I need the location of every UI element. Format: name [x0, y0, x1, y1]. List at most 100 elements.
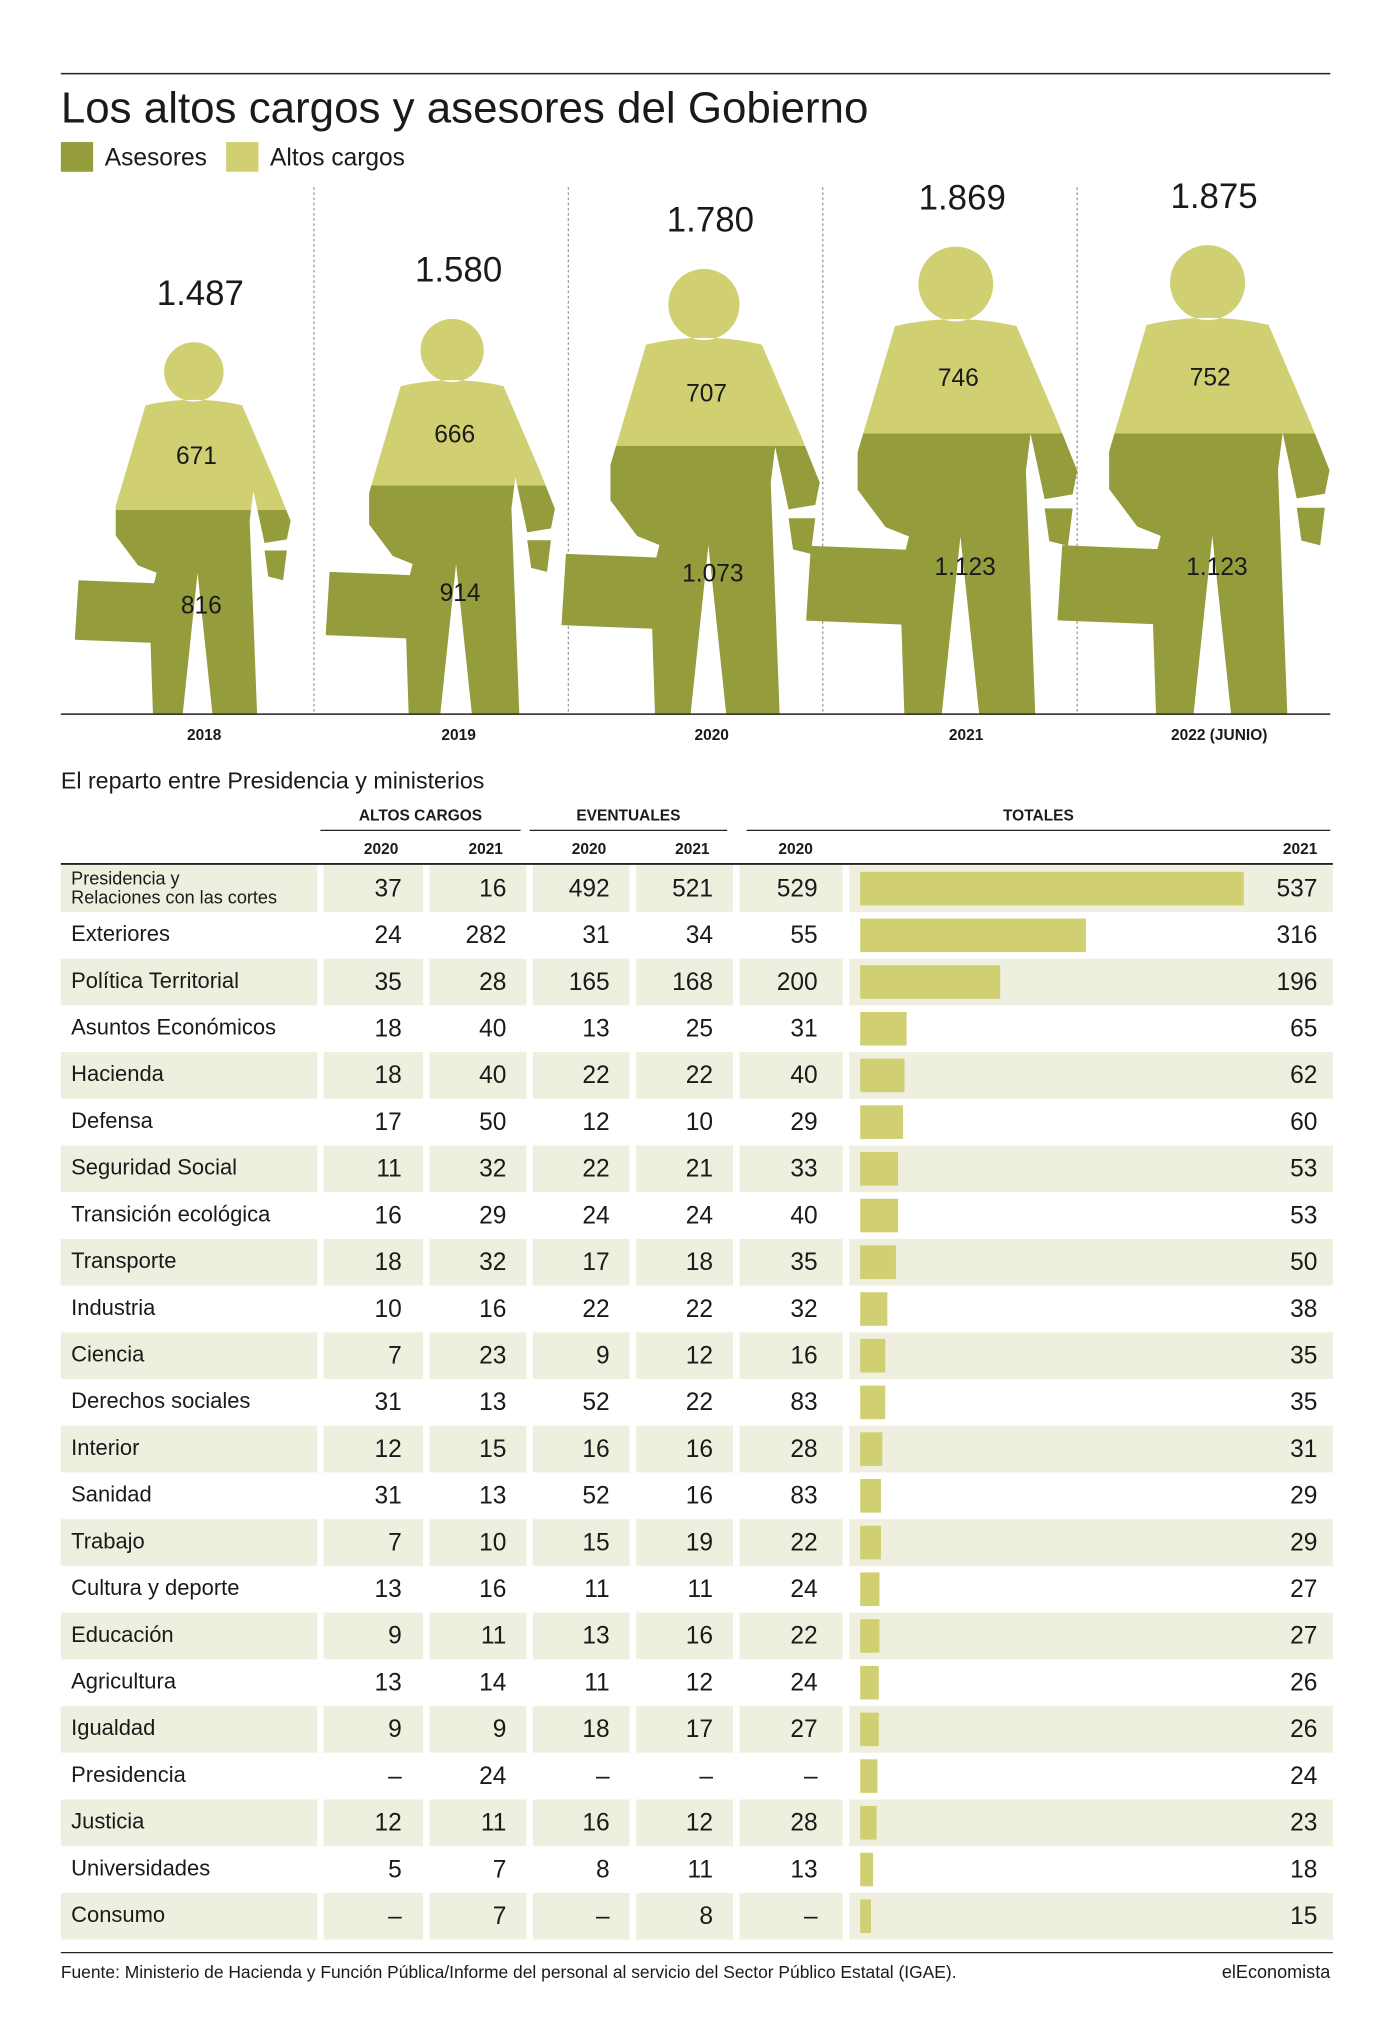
cell-value: 23	[1290, 1810, 1317, 1837]
cell-value: 18	[582, 1716, 609, 1743]
cell-value: 13	[374, 1576, 401, 1603]
cell-value: 10	[686, 1109, 713, 1136]
cell-value: 24	[582, 1202, 609, 1229]
row-shade	[60, 1052, 1333, 1099]
cell-value: 11	[584, 1669, 609, 1696]
cell-value: –	[804, 1763, 818, 1790]
cell-value: 22	[790, 1529, 817, 1556]
cell-value: 13	[479, 1483, 506, 1510]
row-label: Sanidad	[71, 1482, 152, 1507]
cell-value: –	[388, 1903, 402, 1930]
cell-value: 16	[686, 1436, 713, 1463]
cell-value: 16	[686, 1623, 713, 1650]
row-shade	[60, 1612, 1333, 1660]
altos-cargos-segment	[561, 268, 820, 446]
total-bar	[860, 1432, 883, 1466]
total-label: 1.869	[919, 178, 1006, 217]
row-label: Educación	[71, 1622, 173, 1647]
cell-value: 16	[479, 875, 506, 902]
altos-cargos-label: 707	[686, 381, 727, 408]
cell-value: 40	[479, 1062, 506, 1089]
total-label: 1.487	[157, 274, 244, 313]
cell-value: 24	[790, 1669, 817, 1696]
cell-value: 11	[584, 1576, 609, 1603]
altos-cargos-segment	[74, 342, 291, 511]
altos-cargos-segment	[806, 246, 1078, 434]
cell-value: 24	[790, 1576, 817, 1603]
cell-value: 35	[790, 1249, 817, 1276]
cell-value: 9	[493, 1716, 507, 1743]
cell-value: 65	[1290, 1016, 1317, 1043]
total-bar	[860, 1292, 888, 1326]
cell-value: 26	[1290, 1716, 1317, 1743]
column-header: 2021	[675, 841, 710, 858]
row-label: Ciencia	[71, 1341, 145, 1366]
cell-value: 29	[479, 1202, 506, 1229]
legend-label: Asesores	[105, 144, 207, 171]
cell-value: 22	[686, 1389, 713, 1416]
year-label: 2022 (JUNIO)	[1171, 727, 1267, 744]
cell-value: 23	[479, 1342, 506, 1369]
cell-value: 32	[790, 1296, 817, 1323]
cell-value: 7	[388, 1529, 402, 1556]
total-bar	[860, 1011, 907, 1046]
cell-value: 12	[374, 1436, 401, 1463]
cell-value: 15	[1290, 1903, 1317, 1930]
group-header: ALTOS CARGOS	[359, 807, 482, 824]
cell-value: 32	[479, 1249, 506, 1276]
total-bar	[860, 1665, 879, 1700]
cell-value: 13	[479, 1389, 506, 1416]
altos-cargos-segment	[1057, 245, 1330, 434]
row-label: Justicia	[71, 1809, 145, 1834]
row-shade	[60, 1892, 1333, 1940]
cell-value: 24	[479, 1763, 506, 1790]
source: Fuente: Ministerio de Hacienda y Función…	[61, 1962, 957, 1982]
cell-value: 31	[790, 1016, 817, 1043]
cell-value: 16	[582, 1436, 609, 1463]
cell-value: 22	[686, 1062, 713, 1089]
asesores-label: 1.073	[682, 560, 743, 587]
cell-value: 18	[1290, 1856, 1317, 1883]
cell-value: 32	[479, 1156, 506, 1183]
cell-value: 22	[790, 1623, 817, 1650]
cell-value: 22	[582, 1296, 609, 1323]
cell-value: 28	[790, 1810, 817, 1837]
column-header: 2020	[364, 841, 398, 858]
row-label: Política Territorial	[71, 968, 239, 993]
cell-value: 9	[596, 1342, 610, 1369]
total-bar	[860, 1619, 880, 1653]
cell-value: 16	[686, 1483, 713, 1510]
cell-value: 15	[479, 1436, 506, 1463]
cell-value: 83	[790, 1389, 817, 1416]
cell-value: 33	[790, 1156, 817, 1183]
year-label: 2020	[694, 727, 728, 744]
cell-value: 40	[790, 1202, 817, 1229]
cell-value: 60	[1290, 1109, 1317, 1136]
cell-value: 53	[1290, 1202, 1317, 1229]
cell-value: 12	[686, 1810, 713, 1837]
year-label: 2021	[949, 727, 984, 744]
cell-value: 9	[388, 1623, 402, 1650]
cell-value: 11	[481, 1623, 506, 1650]
cell-value: 29	[1290, 1483, 1317, 1510]
total-bar	[860, 1245, 896, 1280]
asesores-label: 914	[440, 580, 481, 607]
year-label: 2019	[441, 727, 476, 744]
asesores-label: 1.123	[934, 554, 995, 581]
cell-value: 8	[596, 1856, 610, 1883]
cell-value: 52	[582, 1389, 609, 1416]
total-bar	[860, 1525, 881, 1560]
cell-value: 11	[481, 1810, 506, 1837]
row-label: Cultura y deporte	[71, 1575, 239, 1600]
cell-value: 62	[1290, 1062, 1317, 1089]
row-label: Relaciones con las cortes	[71, 888, 277, 908]
group-header: EVENTUALES	[576, 807, 680, 824]
row-label: Trabajo	[71, 1528, 145, 1553]
cell-value: 200	[777, 969, 818, 996]
cell-value: 31	[1290, 1436, 1317, 1463]
row-shade	[60, 1519, 1333, 1566]
year-label: 2018	[187, 727, 222, 744]
cell-value: 50	[479, 1109, 506, 1136]
altos-cargos-segment	[325, 318, 555, 486]
